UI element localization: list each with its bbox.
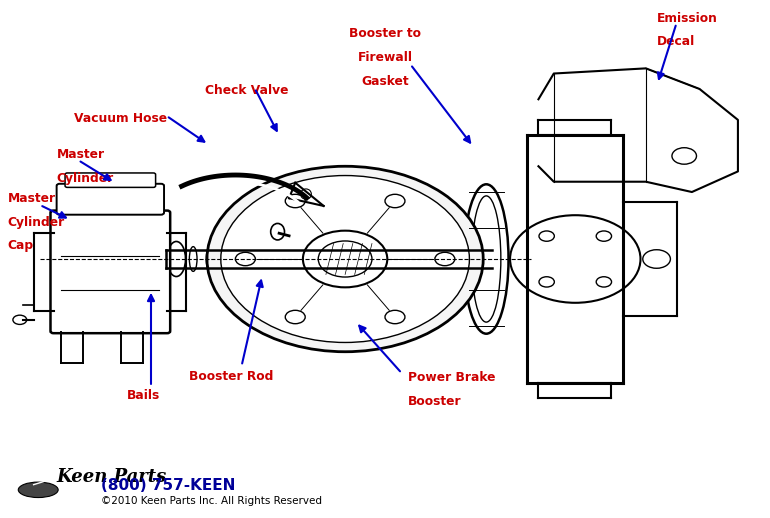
Text: Master: Master bbox=[57, 148, 105, 161]
Text: Master: Master bbox=[8, 192, 55, 205]
Circle shape bbox=[318, 241, 372, 277]
Circle shape bbox=[221, 176, 470, 342]
Ellipse shape bbox=[472, 196, 500, 322]
Text: Cylinder: Cylinder bbox=[8, 215, 65, 229]
Circle shape bbox=[596, 277, 611, 287]
Circle shape bbox=[643, 250, 671, 268]
Ellipse shape bbox=[167, 241, 186, 277]
Circle shape bbox=[510, 215, 641, 303]
Text: Keen Parts: Keen Parts bbox=[57, 468, 167, 486]
Text: Firewall: Firewall bbox=[357, 51, 413, 64]
Text: Gasket: Gasket bbox=[361, 75, 409, 88]
Circle shape bbox=[236, 252, 256, 266]
Text: Power Brake: Power Brake bbox=[408, 371, 496, 384]
Ellipse shape bbox=[223, 247, 231, 271]
Circle shape bbox=[596, 231, 611, 241]
Text: Booster to: Booster to bbox=[349, 27, 421, 40]
Text: Decal: Decal bbox=[658, 35, 695, 48]
Circle shape bbox=[303, 231, 387, 287]
Text: ©2010 Keen Parts Inc. All Rights Reserved: ©2010 Keen Parts Inc. All Rights Reserve… bbox=[101, 496, 322, 506]
Text: Cylinder: Cylinder bbox=[57, 172, 114, 185]
Circle shape bbox=[385, 310, 405, 324]
Text: Cap: Cap bbox=[8, 239, 34, 252]
Circle shape bbox=[672, 148, 697, 164]
Ellipse shape bbox=[206, 247, 214, 271]
Text: Bails: Bails bbox=[127, 389, 160, 402]
Ellipse shape bbox=[189, 247, 197, 271]
Circle shape bbox=[435, 252, 455, 266]
Ellipse shape bbox=[271, 223, 284, 240]
FancyBboxPatch shape bbox=[51, 211, 170, 333]
Circle shape bbox=[539, 231, 554, 241]
Text: Booster: Booster bbox=[408, 395, 462, 408]
Text: Emission: Emission bbox=[658, 12, 718, 25]
Circle shape bbox=[385, 194, 405, 208]
Circle shape bbox=[207, 166, 484, 352]
Text: Booster Rod: Booster Rod bbox=[189, 370, 274, 383]
Circle shape bbox=[539, 277, 554, 287]
Text: Check Valve: Check Valve bbox=[205, 84, 289, 97]
Ellipse shape bbox=[300, 189, 311, 199]
Circle shape bbox=[285, 310, 305, 324]
Text: Vacuum Hose: Vacuum Hose bbox=[74, 112, 167, 125]
Circle shape bbox=[285, 194, 305, 208]
Ellipse shape bbox=[18, 482, 59, 498]
FancyBboxPatch shape bbox=[65, 173, 156, 188]
Circle shape bbox=[13, 315, 27, 324]
Text: (800) 757-KEEN: (800) 757-KEEN bbox=[101, 478, 236, 493]
Ellipse shape bbox=[464, 184, 508, 334]
FancyBboxPatch shape bbox=[57, 184, 164, 214]
